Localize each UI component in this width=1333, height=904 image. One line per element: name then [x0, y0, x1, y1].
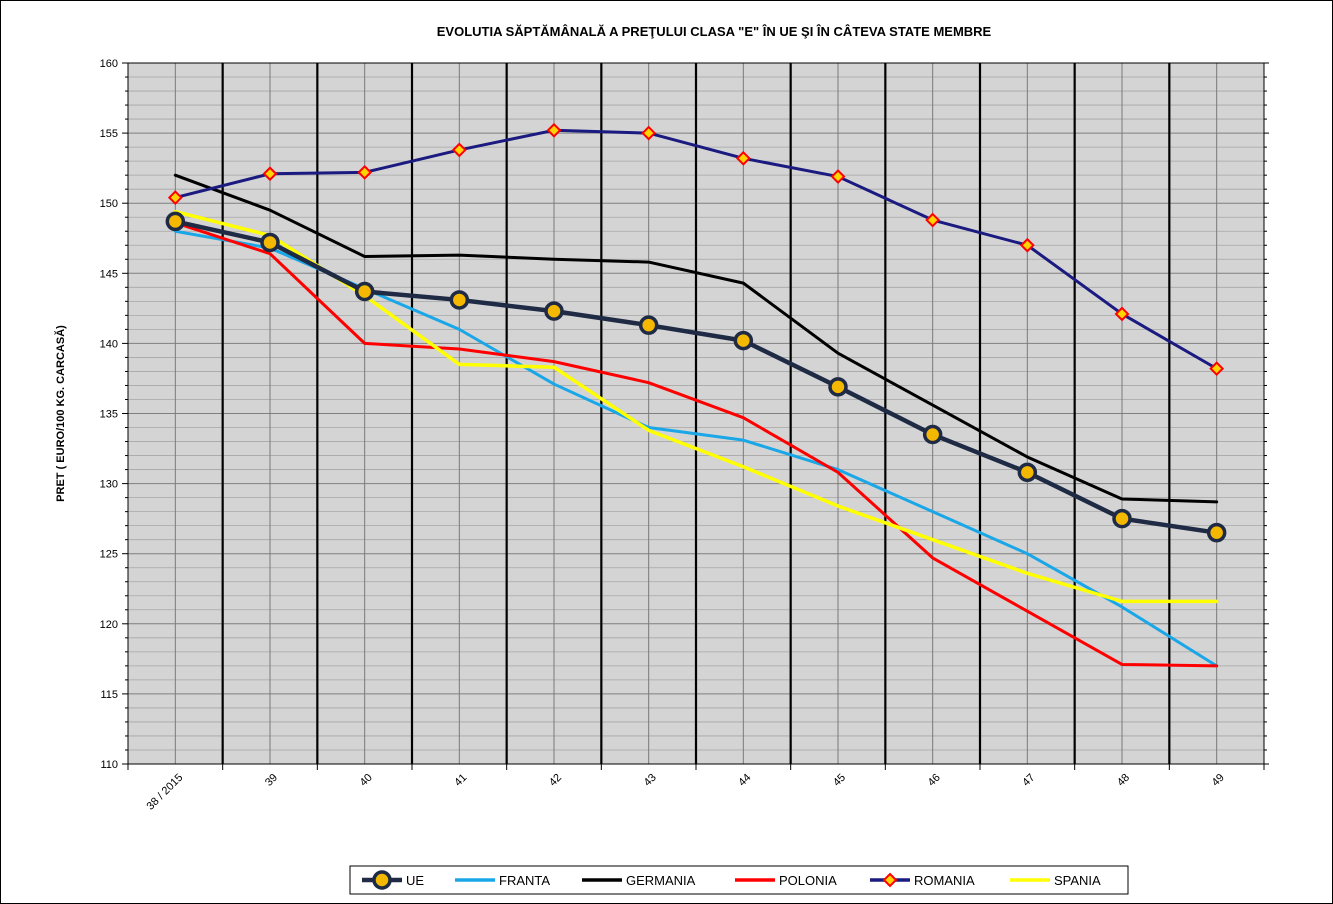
legend-label: UE	[406, 873, 424, 888]
legend-label: FRANTA	[499, 873, 550, 888]
romania-marker	[1114, 306, 1130, 322]
y-axis: 110 115 120 125 130 135 140 145 150 155 160	[100, 58, 1269, 771]
ue-marker	[544, 301, 564, 321]
x-tick-label: 47	[1020, 772, 1037, 789]
legend-item-spania: SPANIA	[1010, 873, 1101, 888]
x-tick-label: 38 / 2015	[145, 772, 186, 813]
y-tick-label: 155	[100, 128, 118, 140]
romania-marker	[925, 212, 941, 228]
series-line-ue	[173, 219, 1219, 535]
x-tick-label: 41	[452, 772, 469, 789]
legend-label: ROMANIA	[914, 873, 975, 888]
y-tick-label: 115	[100, 689, 118, 701]
y-tick-label: 160	[100, 58, 118, 70]
x-tick-label: 45	[831, 772, 848, 789]
x-tick-label: 48	[1115, 772, 1132, 789]
series-polonia	[173, 221, 1219, 668]
romania-marker	[1209, 361, 1225, 377]
ue-marker	[372, 870, 392, 890]
y-tick-label: 135	[100, 409, 118, 421]
series-ue	[165, 211, 1227, 543]
x-tick-label: 46	[926, 772, 943, 789]
romania-marker	[735, 150, 751, 166]
y-axis-title: PRET ( EURO/100 KG. CARCASĂ)	[54, 325, 67, 502]
romania-marker	[262, 166, 278, 182]
ue-marker	[922, 424, 943, 445]
romania-marker	[167, 190, 183, 206]
legend-item-polonia: POLONIA	[735, 873, 837, 888]
legend-item-romania: ROMANIA	[870, 872, 975, 888]
ue-marker	[1206, 522, 1227, 543]
romania-marker	[882, 872, 898, 888]
ue-marker	[638, 315, 659, 335]
series-line-polonia	[173, 221, 1219, 668]
romania-marker	[357, 164, 373, 180]
y-tick-label: 130	[100, 479, 118, 491]
legend-item-germania: GERMANIA	[582, 873, 696, 888]
romania-marker	[451, 142, 467, 158]
x-axis: 38 / 2015 39 40 41 42 43 44 45 46 47 48 49	[127, 764, 1265, 813]
ue-marker	[1112, 508, 1132, 529]
x-tick-label: 39	[263, 772, 280, 789]
legend-label: GERMANIA	[626, 873, 696, 888]
romania-marker	[546, 122, 562, 138]
ue-marker	[1017, 462, 1038, 483]
legend-item-franta: FRANTA	[455, 873, 550, 888]
x-tick-label: 43	[642, 772, 659, 789]
y-tick-label: 140	[100, 338, 118, 350]
legend: UE FRANTA GERMANIA POLONIA ROMANIA SPANIA	[349, 865, 1129, 895]
legend-item-ue: UE	[362, 870, 424, 890]
romania-marker	[641, 125, 657, 141]
ue-marker	[260, 232, 280, 253]
ue-marker	[828, 377, 848, 397]
x-tick-label: 40	[358, 772, 375, 789]
chart-title: EVOLUTIA SĂPTĂMÂNALĂ A PREŢULUI CLASA "E…	[437, 24, 992, 39]
x-tick-label: 44	[736, 772, 753, 789]
x-tick-label: 49	[1210, 772, 1227, 789]
y-tick-label: 125	[100, 549, 118, 561]
ue-marker	[354, 281, 375, 302]
series-germania	[173, 173, 1219, 504]
x-tick-label: 42	[547, 772, 564, 789]
romania-marker	[830, 169, 846, 184]
series-line-germania	[173, 173, 1219, 504]
y-tick-label: 110	[100, 759, 118, 771]
y-tick-label: 150	[100, 198, 118, 210]
romania-marker	[1019, 237, 1035, 253]
y-tick-label: 120	[100, 619, 118, 631]
y-tick-label: 145	[100, 268, 118, 280]
ue-marker	[165, 211, 186, 232]
series-romania	[167, 122, 1225, 377]
legend-label: POLONIA	[779, 873, 837, 888]
ue-marker	[449, 290, 470, 310]
legend-label: SPANIA	[1054, 873, 1101, 888]
series-line-romania	[173, 128, 1219, 371]
ue-marker	[733, 330, 754, 351]
